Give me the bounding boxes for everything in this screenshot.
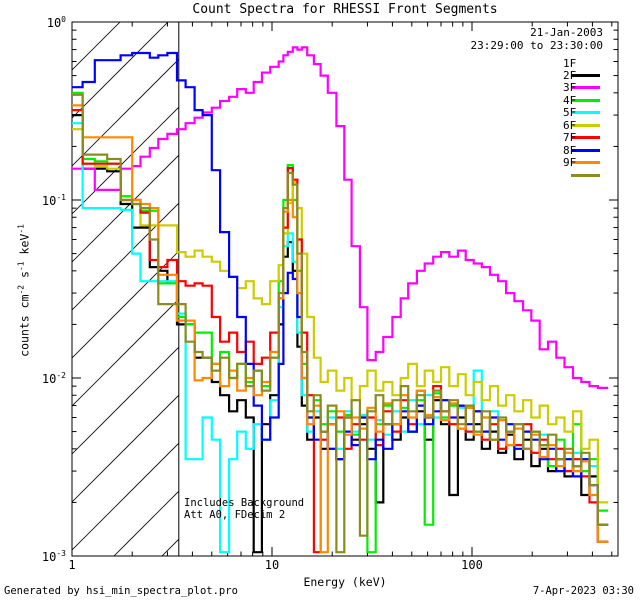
series-7F (72, 51, 609, 526)
legend-item-5F: 5F (563, 106, 600, 127)
legend-color-swatch (571, 74, 600, 77)
legend-item-8F: 8F (563, 143, 600, 165)
legend-color-swatch (571, 123, 600, 127)
legend-label: 9F (563, 156, 577, 170)
legend-color-swatch (571, 111, 600, 115)
series-8F (72, 104, 609, 554)
legend-label: 7F (563, 131, 577, 145)
observation-date: 21-Jan-2003 (530, 26, 603, 39)
generated-by-text: Generated by hsi_min_spectra_plot.pro (4, 585, 238, 597)
legend-label: 5F (563, 106, 577, 120)
series-4F (72, 122, 609, 554)
legend-item-2F: 2F (563, 68, 600, 90)
y-tick-label: 100 (46, 15, 66, 30)
series-2F (72, 46, 609, 389)
plot-note-background: Includes Background (184, 497, 305, 509)
legend-color-swatch (571, 86, 600, 90)
legend-item-6F: 6F (563, 118, 600, 140)
observation-header: 21-Jan-2003 23:29:00 to 23:30:00 (471, 26, 603, 52)
legend-item-3F: 3F (563, 81, 600, 102)
legend-color-swatch (571, 173, 600, 177)
axes-frame (71, 21, 619, 557)
legend-color-swatch (571, 148, 600, 152)
legend-color-swatch (571, 161, 600, 165)
series-1F (72, 114, 609, 554)
x-tick-label: 100 (461, 558, 483, 572)
spectra-curves (72, 46, 609, 554)
plot-title: Count Spectra for RHESSI Front Segments (192, 2, 498, 17)
hatch-region (72, 22, 179, 556)
plot-note-attenuator: Att A0, FDecim 2 (184, 509, 286, 521)
x-tick-label: 1 (68, 558, 76, 572)
y-tick-label: 10-3 (41, 549, 66, 564)
legend-color-swatch (571, 136, 600, 140)
y-axis-label: counts cm-2 s-1 keV-1 (16, 224, 32, 357)
x-axis-label: Energy (keV) (303, 575, 387, 589)
legend-label: 6F (563, 118, 577, 132)
legend-item-1F: 1F (563, 56, 600, 77)
legend-label: 2F (563, 68, 577, 82)
x-tick-label: 10 (264, 558, 280, 572)
render-timestamp: 7-Apr-2023 03:30 (532, 585, 634, 597)
y-tick-label: 10-2 (41, 371, 66, 386)
series-3F (72, 91, 609, 554)
legend-label: 8F (563, 143, 577, 157)
legend-label: 3F (563, 81, 577, 95)
y-tick-label: 10-1 (41, 193, 66, 208)
legend-item-9F: 9F (563, 156, 600, 177)
legend-color-swatch (571, 98, 600, 102)
legend-item-7F: 7F (563, 131, 600, 152)
legend-label: 1F (563, 56, 577, 70)
series-6F (72, 109, 609, 554)
series-9F (72, 93, 609, 554)
legend-item-4F: 4F (563, 93, 600, 115)
series-5F (72, 128, 609, 504)
observation-time-range: 23:29:00 to 23:30:00 (470, 39, 603, 52)
legend-label: 4F (563, 93, 577, 107)
plot-note: Includes Background Att A0, FDecim 2 (184, 497, 304, 521)
